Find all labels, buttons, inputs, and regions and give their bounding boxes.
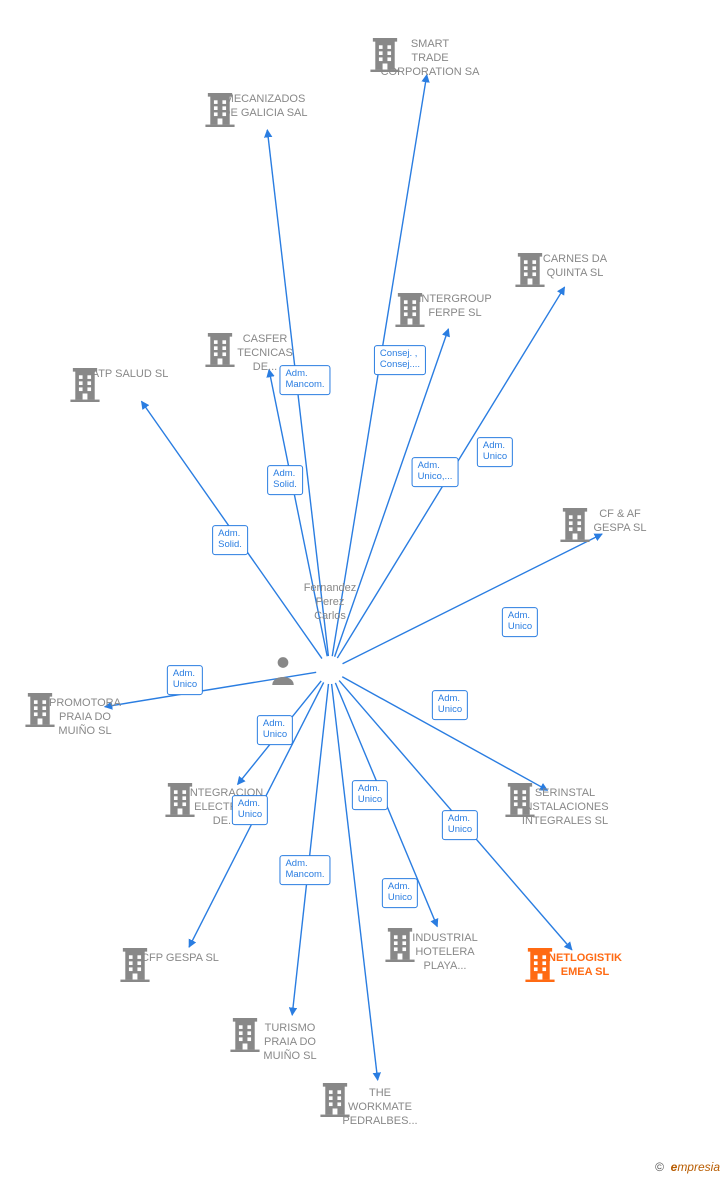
company-node-netl[interactable]: NETLOGISTIKEMEA SL [525, 948, 645, 980]
edge-label-prom: Adm.Unico [167, 665, 203, 695]
edge-label-indh: Adm.Unico [382, 878, 418, 908]
edge-label-cfp: Adm.Unico [232, 795, 268, 825]
edge-label-mecan: Adm.Mancom. [279, 365, 330, 395]
edge-label-carnes: Adm.Unico [477, 437, 513, 467]
brand-name: mpresia [677, 1160, 720, 1174]
copyright-symbol: © [655, 1160, 664, 1174]
company-node-atp[interactable]: ATP SALUD SL [70, 368, 190, 386]
company-node-carnes[interactable]: CARNES DAQUINTA SL [515, 253, 635, 285]
company-node-prom[interactable]: PROMOTORAPRAIA DOMUIÑO SL [25, 693, 145, 738]
company-node-intergrp[interactable]: INTERGROUPFERPE SL [395, 293, 515, 325]
edge-label-casfer: Adm.Solid. [267, 465, 303, 495]
edge-label-atp: Adm.Solid. [212, 525, 248, 555]
copyright-footer: © empresia [655, 1160, 720, 1174]
company-node-tur[interactable]: TURISMOPRAIA DOMUIÑO SL [230, 1018, 350, 1063]
company-node-mecan[interactable]: MECANIZADOSDE GALICIA SAL [205, 93, 325, 125]
edge-label-serin: Adm.Unico [432, 690, 468, 720]
edge-cfaf [343, 534, 603, 664]
company-node-indh[interactable]: INDUSTRIALHOTELERAPLAYA... [385, 928, 505, 973]
company-node-serin[interactable]: SERINSTALINSTALACIONESINTEGRALES SL [505, 783, 625, 828]
edge-label-smart: Consej. ,Consej.... [374, 345, 426, 375]
edge-label-netl: Adm.Unico [442, 810, 478, 840]
edge-label-work: Adm.Unico [352, 780, 388, 810]
edge-label-inte: Adm.Unico [257, 715, 293, 745]
edges-layer [0, 0, 728, 1180]
company-node-cfp[interactable]: CFP GESPA SL [120, 948, 240, 966]
company-node-work[interactable]: THEWORKMATEPEDRALBES... [320, 1083, 440, 1128]
edge-label-cfaf: Adm.Unico [502, 607, 538, 637]
center-person-label: FernandezPerezCarlos [304, 582, 357, 623]
brand-e: e [667, 1160, 677, 1174]
edge-label-intergrp: Adm.Unico,... [412, 457, 459, 487]
company-node-smart[interactable]: SMARTTRADECORPORATION SA [370, 38, 490, 83]
edge-label-tur: Adm.Mancom. [279, 855, 330, 885]
company-node-cfaf[interactable]: CF & AFGESPA SL [560, 508, 680, 540]
